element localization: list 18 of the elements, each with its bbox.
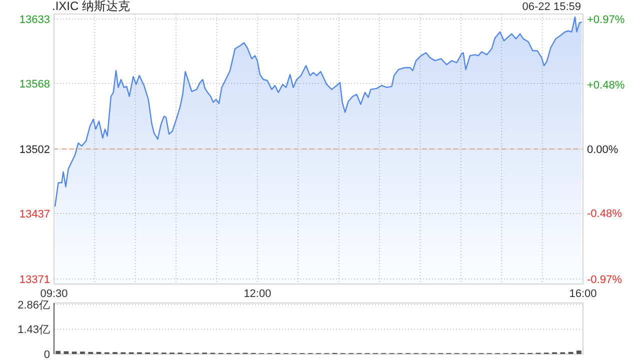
y-tick-label: 13568 [19, 78, 50, 90]
y-tick-label: 1.43亿 [18, 324, 50, 336]
y-tick-label: 13633 [19, 14, 50, 26]
y-tick-label: 2.86亿 [18, 299, 50, 312]
y-tick-label: 0 [44, 348, 50, 360]
x-tick-label: 09:30 [40, 288, 68, 300]
y2-tick-label: +0.48% [587, 80, 625, 92]
y2-tick-label: +0.97% [587, 14, 625, 26]
x-tick-label: 16:00 [569, 288, 597, 300]
y2-tick-label: 0.00% [587, 144, 618, 156]
y2-tick-label: -0.48% [587, 208, 622, 220]
chart-title: .IXIC 纳斯达克 [52, 0, 130, 13]
x-tick-label: 12:00 [244, 288, 272, 300]
y-tick-label: 13502 [19, 144, 50, 156]
y2-tick-label: -0.97% [587, 274, 622, 286]
y-tick-label: 13371 [19, 274, 50, 286]
y-tick-label: 13437 [19, 208, 50, 220]
text: 06-22 15:59 [522, 1, 581, 13]
